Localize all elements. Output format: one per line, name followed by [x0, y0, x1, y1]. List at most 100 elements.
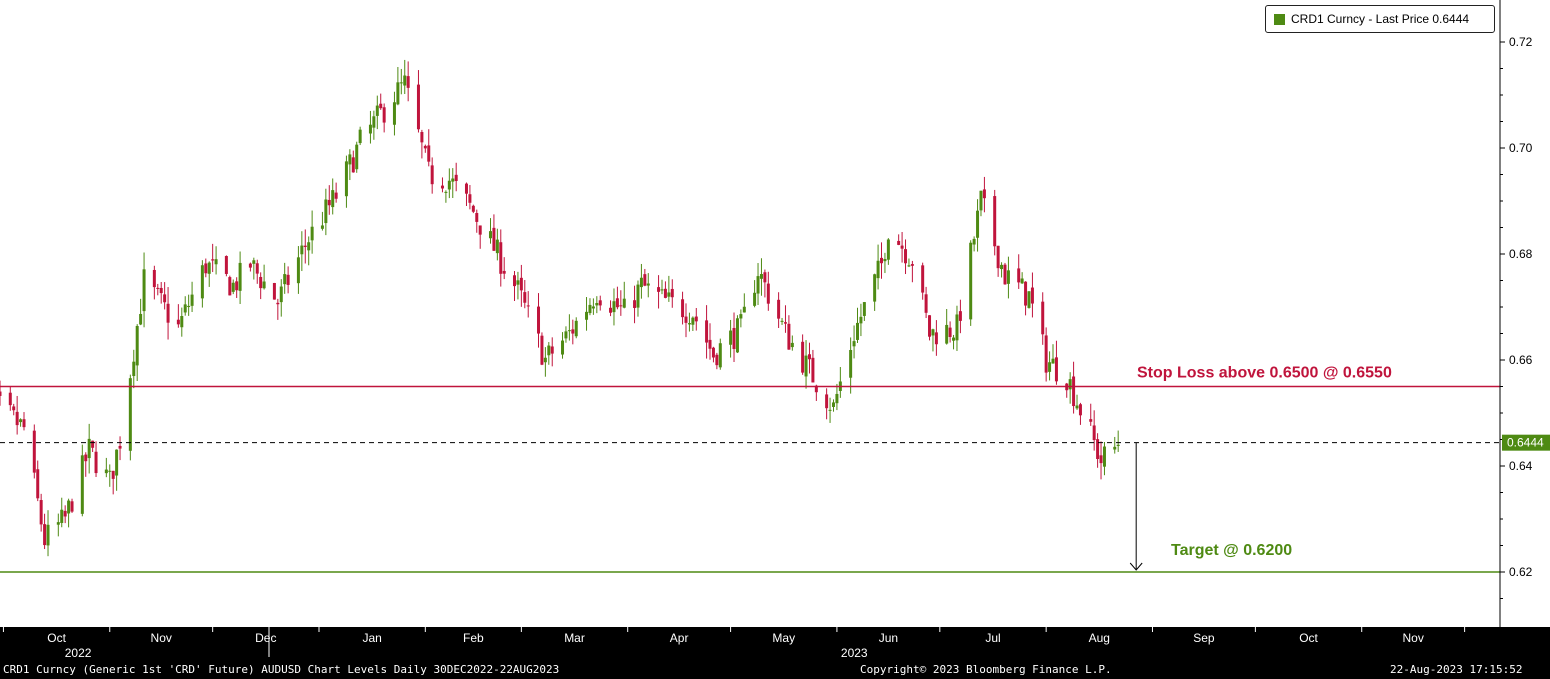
candle-body: [657, 287, 661, 292]
candle-body: [715, 354, 719, 366]
candle-body: [763, 272, 767, 283]
y-tick-label: 0.64: [1509, 459, 1533, 473]
candle: [667, 275, 671, 302]
candle-body: [684, 316, 688, 323]
candle: [595, 296, 599, 314]
candle-body: [807, 354, 811, 360]
candle: [619, 290, 623, 316]
candle: [492, 214, 496, 251]
candle: [475, 209, 479, 233]
candle-body: [118, 445, 122, 449]
candle: [550, 337, 554, 367]
candle: [231, 279, 235, 295]
x-month-label: May: [772, 631, 795, 645]
candle-body: [615, 298, 619, 308]
candle-body: [660, 289, 664, 291]
candle-body: [835, 393, 839, 404]
candle-body: [406, 76, 410, 88]
candle: [513, 270, 516, 302]
candle-body: [852, 341, 856, 347]
candle: [694, 308, 698, 331]
candle-body: [420, 132, 424, 143]
candle: [327, 185, 331, 215]
candle: [1051, 344, 1055, 364]
candle: [296, 246, 300, 294]
candle-body: [94, 451, 98, 474]
x-month-label: Nov: [151, 631, 172, 645]
candle: [444, 190, 448, 203]
candle: [753, 280, 757, 308]
candle-body: [43, 524, 47, 546]
candle: [1006, 256, 1010, 299]
candle-body: [36, 469, 40, 499]
candle: [849, 337, 853, 394]
candle: [276, 298, 280, 320]
candle-body: [694, 316, 698, 322]
plot-area: [0, 0, 1500, 627]
candle-body: [1044, 335, 1048, 373]
candle-body: [104, 469, 108, 474]
candle-body: [993, 196, 997, 247]
candle: [214, 246, 218, 275]
axes: 0.62 0.64 0.66 0.68 0.70 0.72 0.6444 Oct Nov Dec J…: [0, 0, 1550, 660]
candle-body: [392, 102, 396, 125]
candle: [811, 349, 815, 383]
candle: [87, 423, 91, 474]
candle: [807, 342, 811, 374]
candle: [382, 103, 386, 133]
candle: [633, 285, 637, 324]
candle: [139, 298, 143, 326]
candle-body: [423, 145, 427, 149]
candle-body: [488, 231, 492, 239]
candle: [375, 95, 379, 130]
candle-body: [15, 411, 19, 426]
y-tick-label: 0.62: [1509, 565, 1533, 579]
candle-body: [519, 277, 523, 291]
candle-body: [139, 313, 143, 325]
candle: [540, 332, 544, 366]
candle: [187, 294, 191, 316]
candle-body: [1051, 358, 1055, 364]
candle: [561, 332, 565, 359]
candle: [207, 261, 211, 287]
candle: [248, 262, 252, 272]
candle: [969, 240, 973, 326]
candle: [283, 262, 287, 294]
candle: [104, 457, 108, 478]
candle: [1113, 436, 1117, 454]
candle: [660, 279, 664, 295]
candle-body: [283, 274, 287, 285]
candle: [897, 234, 901, 246]
candle-body: [759, 274, 763, 279]
candle: [211, 243, 215, 273]
candle: [880, 242, 884, 279]
candle: [958, 299, 962, 334]
x-month-label: Oct: [1299, 631, 1318, 645]
candle-body: [550, 346, 554, 354]
candle-body: [598, 300, 602, 306]
candle-body: [200, 265, 204, 299]
candle: [94, 441, 98, 477]
candle-body: [777, 299, 781, 319]
candle: [828, 397, 832, 423]
candle-body: [619, 305, 623, 307]
candle-body: [1089, 419, 1093, 422]
candle: [135, 324, 139, 381]
candle-body: [537, 306, 541, 334]
candle-body: [399, 82, 403, 84]
candle: [886, 238, 890, 265]
candle-body: [495, 239, 499, 254]
candle: [1048, 351, 1052, 381]
candle: [0, 380, 2, 406]
candle-body: [19, 419, 23, 423]
candle: [351, 150, 355, 173]
candle-body: [708, 339, 712, 349]
candle-body: [8, 392, 12, 406]
candle: [67, 498, 71, 528]
candle: [615, 286, 619, 310]
candle-body: [492, 227, 496, 251]
candle-body: [564, 331, 568, 339]
candle-body: [1113, 446, 1117, 450]
candle-body: [1068, 379, 1072, 390]
candle-body: [691, 317, 695, 325]
